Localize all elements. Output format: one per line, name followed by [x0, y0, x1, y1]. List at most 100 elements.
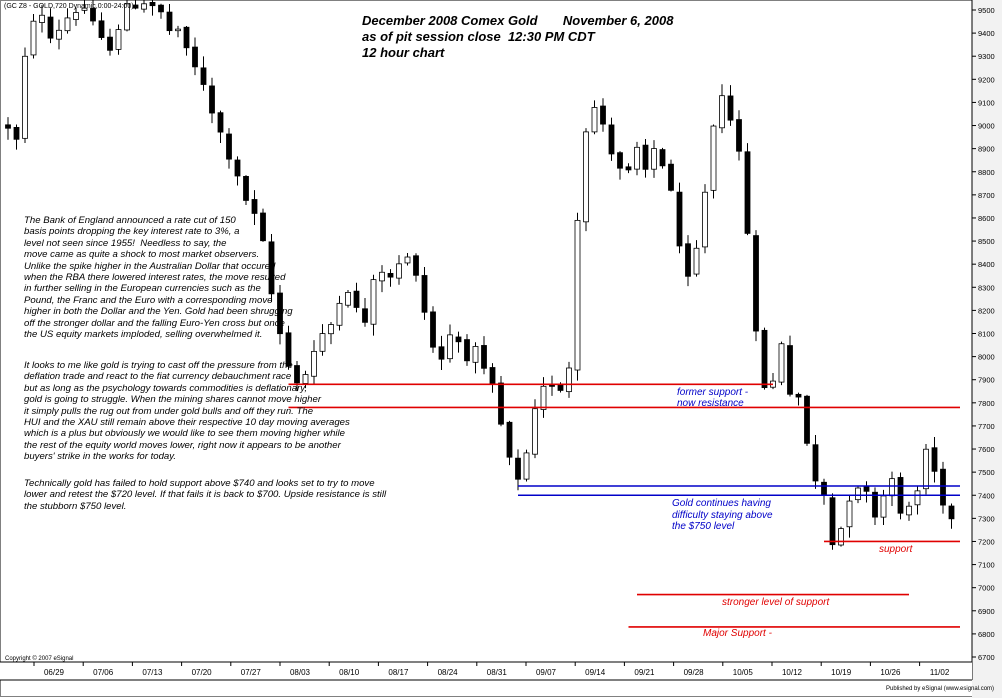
- candle-body: [90, 8, 96, 22]
- candle-body: [804, 395, 810, 444]
- candle-body: [863, 485, 870, 492]
- candle-body: [183, 26, 190, 49]
- x-tick-label: 08/03: [290, 668, 311, 677]
- candle-body: [651, 148, 657, 170]
- candle-body: [5, 124, 11, 129]
- y-tick-label: 6800: [978, 630, 995, 639]
- candle-body: [506, 421, 513, 458]
- annotation-former-support: former support -: [677, 387, 749, 398]
- candle-body: [923, 448, 929, 490]
- candle-body: [387, 273, 394, 278]
- candle-body: [166, 11, 173, 32]
- y-tick-label: 8200: [978, 306, 995, 315]
- y-tick-label: 7300: [978, 514, 995, 523]
- candle-body: [64, 17, 71, 32]
- candle-body: [642, 144, 649, 170]
- y-tick-label: 8300: [978, 283, 995, 292]
- candle-body: [838, 528, 844, 546]
- candle-body: [472, 346, 479, 363]
- y-tick-label: 7000: [978, 584, 995, 593]
- commentary-paragraph-3: Technically gold has failed to hold supp…: [24, 478, 386, 512]
- candle-body: [107, 36, 113, 51]
- candle-body: [685, 243, 691, 277]
- x-tick-label: 10/19: [831, 668, 852, 677]
- annotation-difficulty: difficulty staying above: [672, 510, 773, 521]
- x-tick-label: 09/21: [634, 668, 655, 677]
- x-tick-label: 10/05: [733, 668, 754, 677]
- y-tick-label: 8000: [978, 353, 995, 362]
- candle-body: [379, 271, 385, 282]
- annotation-major-support: Major Support -: [703, 628, 772, 639]
- candle-body: [175, 28, 181, 32]
- x-tick-label: 06/29: [44, 668, 65, 677]
- candle-body: [702, 191, 708, 248]
- candle-body: [73, 12, 79, 20]
- commentary-line: buyers' strike in the works for today.: [24, 451, 177, 463]
- y-tick-label: 8100: [978, 330, 995, 339]
- chart-title: December 2008 Comex Gold November 6, 200…: [362, 13, 674, 28]
- candle-body: [617, 152, 623, 169]
- x-tick-label: 10/12: [782, 668, 803, 677]
- candle-body: [787, 345, 793, 395]
- candle-body: [98, 20, 105, 38]
- candle-body: [948, 505, 955, 520]
- x-tick-label: 10/26: [880, 668, 901, 677]
- commentary-line: The Bank of England announced a rate cut…: [24, 215, 236, 226]
- y-tick-label: 7600: [978, 445, 995, 454]
- candle-body: [192, 46, 198, 68]
- x-tick-label: 08/10: [339, 668, 360, 677]
- y-tick-label: 7800: [978, 399, 995, 408]
- candle-body: [540, 385, 547, 410]
- candle-body: [328, 324, 334, 335]
- x-tick-label: 09/07: [536, 668, 557, 677]
- candle-body: [634, 146, 640, 170]
- y-tick-label: 7500: [978, 468, 995, 477]
- annotation-support: support: [879, 544, 913, 555]
- commentary-line: gold is going to struggle. When the mini…: [24, 394, 322, 406]
- candle-body: [625, 166, 632, 171]
- candle-body: [880, 495, 887, 518]
- candle-body: [710, 125, 717, 191]
- candle-body: [676, 191, 683, 247]
- candle-body: [855, 487, 861, 501]
- candle-body: [158, 4, 164, 13]
- candle-body: [795, 393, 802, 398]
- candle-body: [583, 131, 589, 223]
- candle-body: [438, 346, 445, 360]
- candle-body: [268, 241, 275, 295]
- commentary-line: which is a plus but obviously we would l…: [24, 428, 346, 440]
- chart-subtitle: as of pit session close 12:30 PM CDT: [362, 29, 595, 44]
- candle-body: [421, 275, 428, 313]
- candle-body: [940, 468, 946, 506]
- candle-body: [659, 149, 666, 167]
- commentary-line: it simply pulls the rug out from under g…: [24, 405, 314, 417]
- candle-body: [761, 329, 768, 389]
- candle-body: [464, 339, 470, 362]
- candle-body: [931, 447, 938, 472]
- candle-body: [277, 292, 283, 335]
- commentary-line: lower and retest the $720 level. If that…: [24, 489, 387, 501]
- candle-body: [812, 444, 819, 482]
- candle-body: [47, 16, 54, 39]
- candle-body: [608, 124, 615, 155]
- candle-body: [39, 14, 45, 23]
- commentary-line: off the stronger dollar and the falling …: [24, 317, 285, 329]
- y-tick-label: 7200: [978, 537, 995, 546]
- candle-body: [829, 497, 836, 546]
- candle-body: [889, 478, 895, 497]
- price-axis-panel: [972, 0, 1002, 698]
- candle-body: [753, 235, 759, 332]
- candle-body: [285, 332, 292, 367]
- candle-body: [396, 263, 402, 279]
- candle-body: [294, 365, 300, 384]
- x-tick-label: 09/28: [684, 668, 705, 677]
- candle-body: [362, 308, 368, 323]
- candle-body: [455, 336, 462, 343]
- candle-body: [549, 384, 555, 387]
- y-tick-label: 9200: [978, 75, 995, 84]
- candle-body: [566, 367, 572, 393]
- commentary-line: higher in both the Dollar and the Yen. G…: [24, 306, 293, 318]
- candle-body: [447, 334, 453, 360]
- commentary-line: deflation trade and react to the fiat cu…: [24, 371, 292, 383]
- candle-body: [489, 367, 496, 384]
